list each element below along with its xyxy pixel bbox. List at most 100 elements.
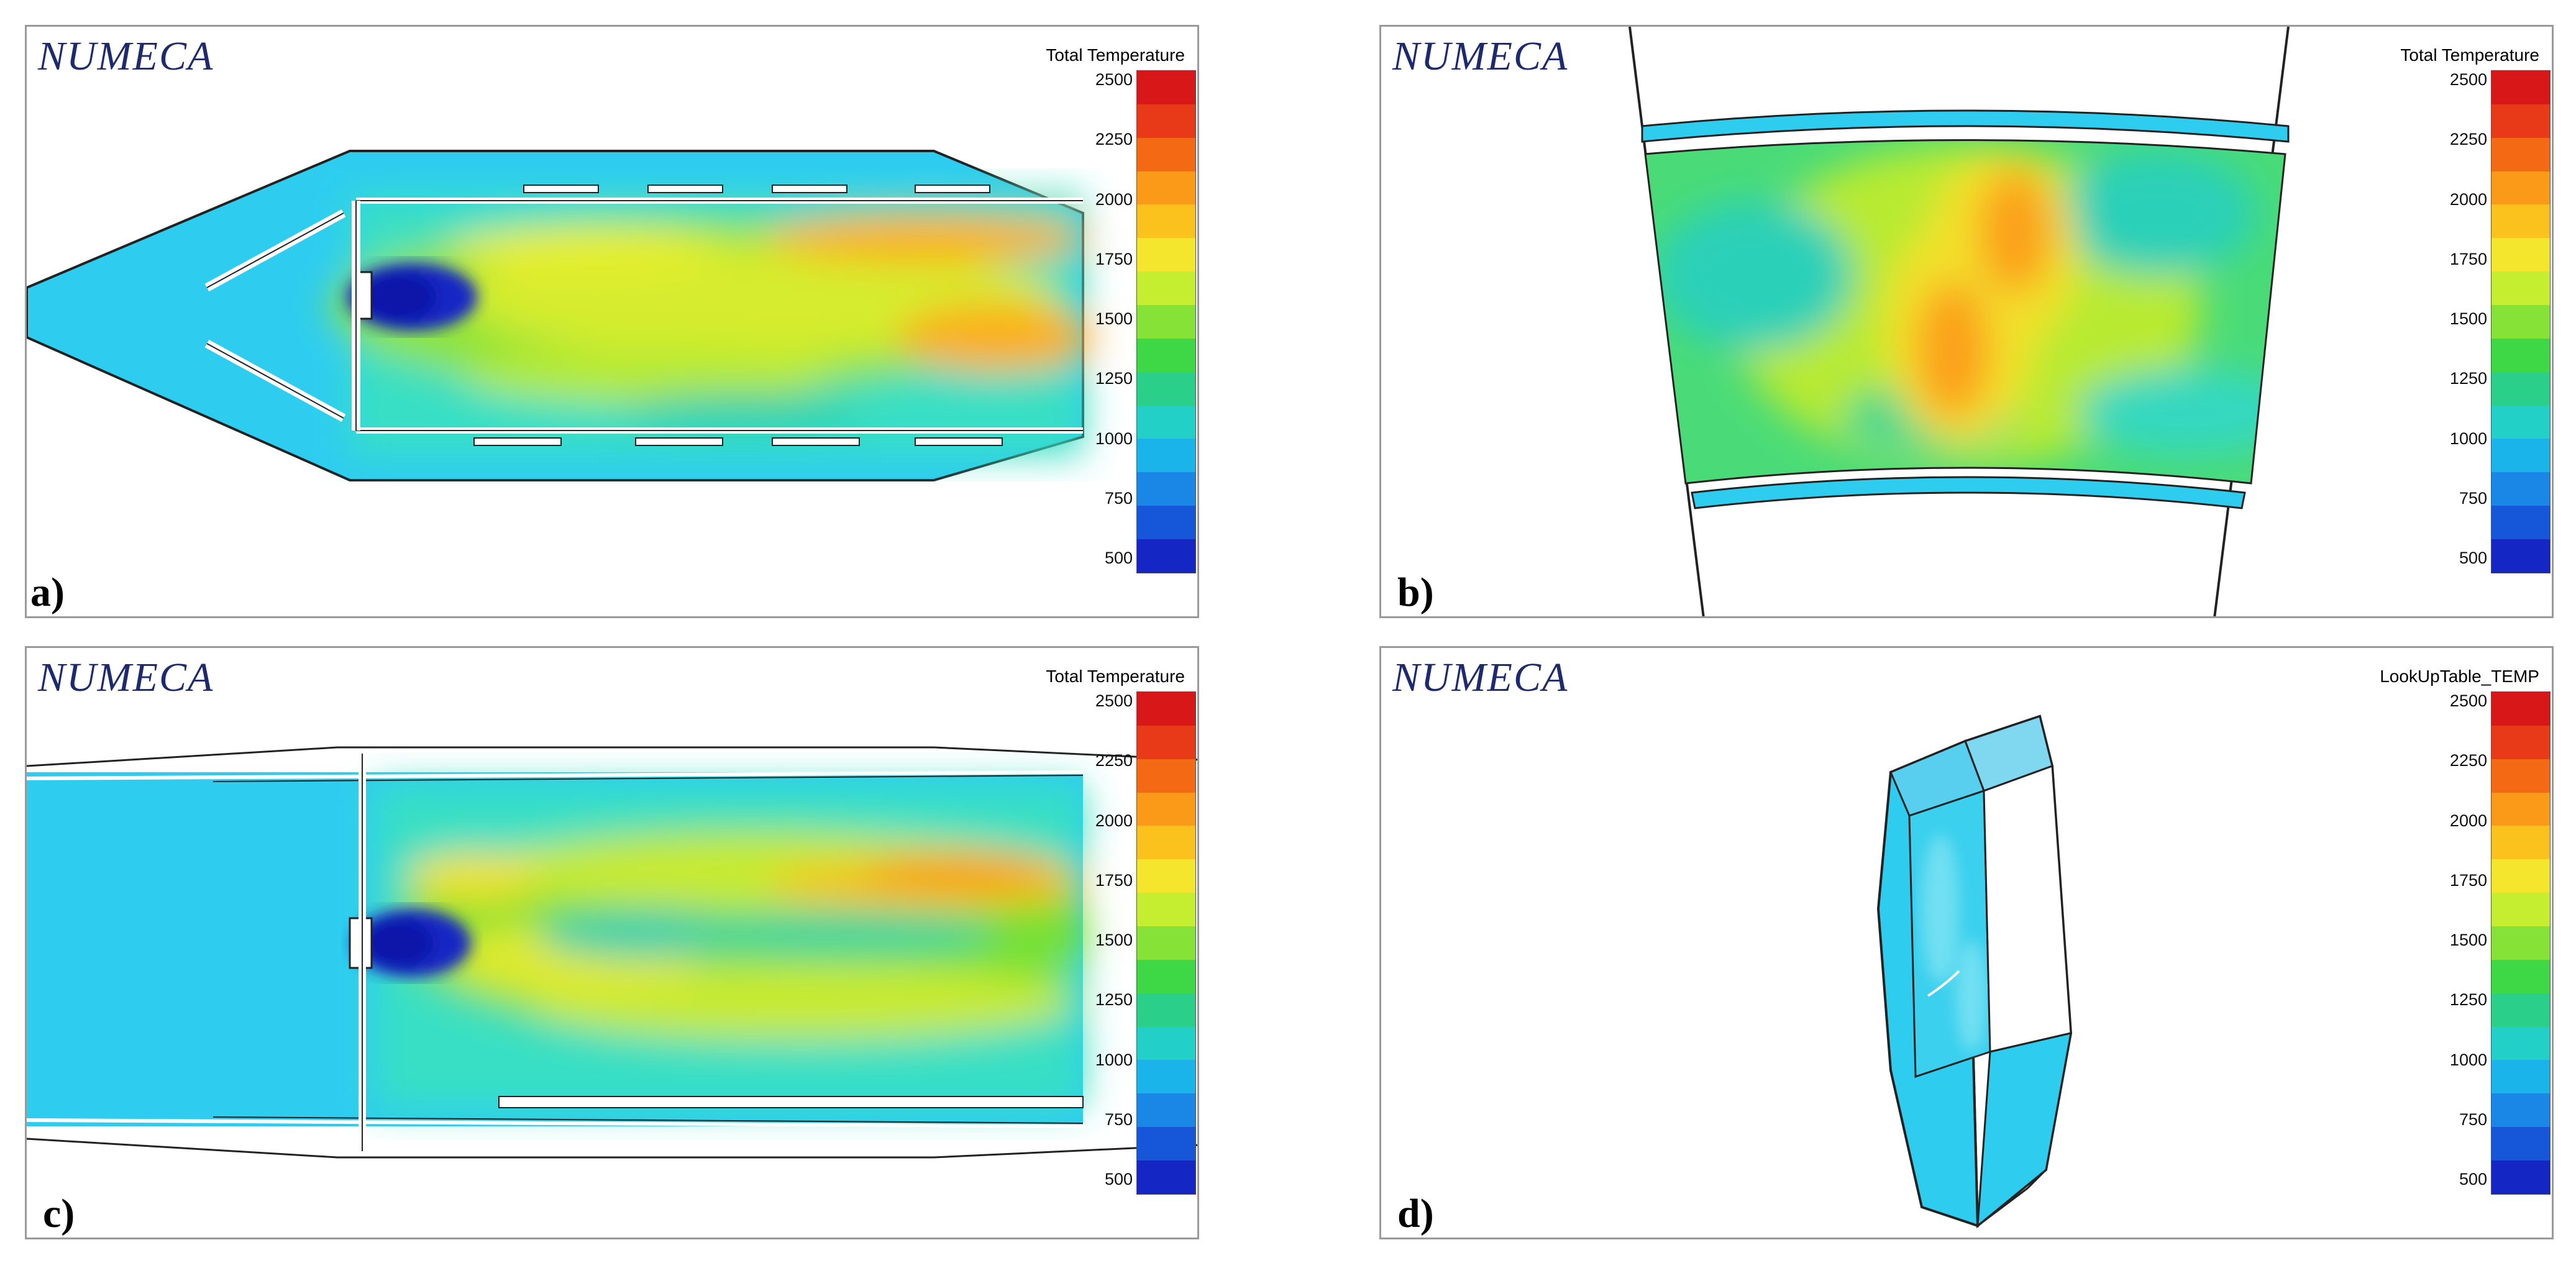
colorbar-tick-label: 1000: [1095, 429, 1133, 448]
colorbar-swatch: [1137, 926, 1195, 960]
colorbar-swatch: [2492, 1060, 2550, 1094]
colorbar-tick-label: 2500: [2449, 691, 2487, 710]
panel-d: NUMECA LookUpTable_TEMP 2500 2250 2000 1750…: [1379, 646, 2554, 1239]
colorbar-swatch: [1137, 204, 1195, 239]
colorbar-swatch: [2492, 271, 2550, 306]
colorbar-swatch: [1137, 1093, 1195, 1128]
colorbar-tick-label: 2000: [1095, 811, 1133, 830]
colorbar-swatch: [2492, 305, 2550, 339]
panel-b-colorbar-ticks: 2500 2250 2000 1750 1500 1250 1000 750 500: [2431, 70, 2487, 573]
colorbar-swatch: [2492, 926, 2550, 960]
panel-b-scalar-name: Total Temperature: [2400, 45, 2539, 65]
colorbar-tick-label: 2500: [1095, 70, 1133, 89]
colorbar-tick-label: 1000: [1095, 1050, 1133, 1069]
colorbar-swatch: [1137, 305, 1195, 339]
colorbar-swatch: [1137, 171, 1195, 205]
panel-b-label: b): [1394, 569, 1443, 616]
colorbar-tick-label: 500: [1104, 1170, 1133, 1188]
panel-a-scalar-name: Total Temperature: [1046, 45, 1185, 65]
colorbar-swatch: [1137, 959, 1195, 993]
colorbar-swatch: [1137, 506, 1195, 540]
colorbar-swatch: [2492, 506, 2550, 540]
colorbar-tick-label: 500: [2459, 549, 2487, 567]
colorbar-swatch: [2492, 993, 2550, 1027]
colorbar-swatch: [1137, 271, 1195, 306]
panel-c-temperature-field: [27, 746, 1197, 1159]
colorbar-swatch: [2492, 759, 2550, 793]
panel-b-colorbar: [2491, 70, 2551, 573]
colorbar-swatch: [2492, 1127, 2550, 1161]
colorbar-tick-label: 1250: [1095, 990, 1133, 1010]
colorbar-swatch: [1137, 104, 1195, 138]
panel-d-colorbar: [2491, 691, 2551, 1195]
colorbar-swatch: [2492, 472, 2550, 506]
colorbar-swatch: [2492, 725, 2550, 759]
colorbar-tick-label: 500: [1104, 549, 1133, 567]
colorbar-tick-label: 2250: [1095, 751, 1133, 770]
panel-b-brand: NUMECA: [1392, 34, 1569, 79]
colorbar-tick-label: 2250: [1095, 130, 1133, 149]
colorbar-swatch: [1137, 759, 1195, 793]
colorbar-swatch: [2492, 137, 2550, 171]
colorbar-tick-label: 1750: [2449, 870, 2487, 890]
colorbar-swatch: [1137, 71, 1195, 104]
colorbar-swatch: [2492, 1093, 2550, 1128]
colorbar-tick-label: 2500: [1095, 691, 1133, 710]
colorbar-swatch: [1137, 372, 1195, 406]
colorbar-swatch: [1137, 826, 1195, 860]
panel-a-brand: NUMECA: [38, 34, 214, 79]
panel-d-colorbar-ticks: 2500 2250 2000 1750 1500 1250 1000 750 500: [2431, 691, 2487, 1195]
colorbar-swatch: [1137, 1160, 1195, 1194]
panel-d-label: d): [1394, 1190, 1443, 1238]
colorbar-tick-label: 1250: [2449, 369, 2487, 388]
colorbar-swatch: [2492, 692, 2550, 726]
colorbar-tick-label: 750: [1104, 488, 1133, 508]
panel-c: NUMECA Total Temperature 2500 2250 2000 175…: [25, 646, 1199, 1239]
colorbar-swatch: [1137, 893, 1195, 927]
colorbar-swatch: [2492, 826, 2550, 860]
colorbar-tick-label: 2500: [2449, 70, 2487, 89]
colorbar-swatch: [2492, 959, 2550, 993]
panel-c-colorbar-ticks: 2500 2250 2000 1750 1500 1250 1000 750 500: [1077, 691, 1133, 1195]
colorbar-tick-label: 1750: [1095, 870, 1133, 890]
colorbar-swatch: [2492, 439, 2550, 473]
colorbar-tick-label: 750: [2459, 488, 2487, 508]
colorbar-swatch: [2492, 204, 2550, 239]
panel-a-temperature-field: [27, 150, 1095, 481]
colorbar-swatch: [1137, 993, 1195, 1027]
colorbar-tick-label: 1000: [2449, 429, 2487, 448]
colorbar-tick-label: 1000: [2449, 1050, 2487, 1069]
colorbar-swatch: [1137, 439, 1195, 473]
colorbar-swatch: [2492, 104, 2550, 138]
panel-a: NUMECA Total Temperature 2500 2250 2000 175…: [25, 25, 1199, 618]
colorbar-tick-label: 1750: [1095, 249, 1133, 268]
colorbar-tick-label: 1500: [1095, 309, 1133, 328]
colorbar-swatch: [2492, 405, 2550, 439]
panel-a-colorbar-ticks: 2500 2250 2000 1750 1500 1250 1000 750 500: [1077, 70, 1133, 573]
colorbar-tick-label: 1500: [1095, 931, 1133, 949]
colorbar-swatch: [2492, 338, 2550, 372]
colorbar-swatch: [1137, 472, 1195, 506]
colorbar-tick-label: 1500: [2449, 309, 2487, 328]
colorbar-swatch: [1137, 1026, 1195, 1060]
colorbar-swatch: [1137, 692, 1195, 726]
colorbar-swatch: [1137, 137, 1195, 171]
panel-a-colorbar: [1136, 70, 1196, 573]
colorbar-tick-label: 2250: [2449, 130, 2487, 149]
panel-d-scalar-name: LookUpTable_TEMP: [2380, 667, 2539, 686]
panel-b-temperature-field: [1628, 27, 2290, 616]
colorbar-swatch: [2492, 859, 2550, 893]
colorbar-tick-label: 2000: [2449, 811, 2487, 830]
colorbar-tick-label: 2000: [1095, 189, 1133, 209]
colorbar-swatch: [2492, 238, 2550, 272]
colorbar-swatch: [2492, 893, 2550, 927]
colorbar-swatch: [2492, 372, 2550, 406]
colorbar-tick-label: 1500: [2449, 931, 2487, 949]
colorbar-swatch: [1137, 792, 1195, 826]
colorbar-tick-label: 2000: [2449, 189, 2487, 209]
colorbar-swatch: [1137, 338, 1195, 372]
colorbar-tick-label: 1250: [2449, 990, 2487, 1010]
panel-c-scalar-name: Total Temperature: [1046, 667, 1185, 686]
colorbar-swatch: [1137, 1127, 1195, 1161]
panel-c-label: c): [39, 1190, 84, 1238]
